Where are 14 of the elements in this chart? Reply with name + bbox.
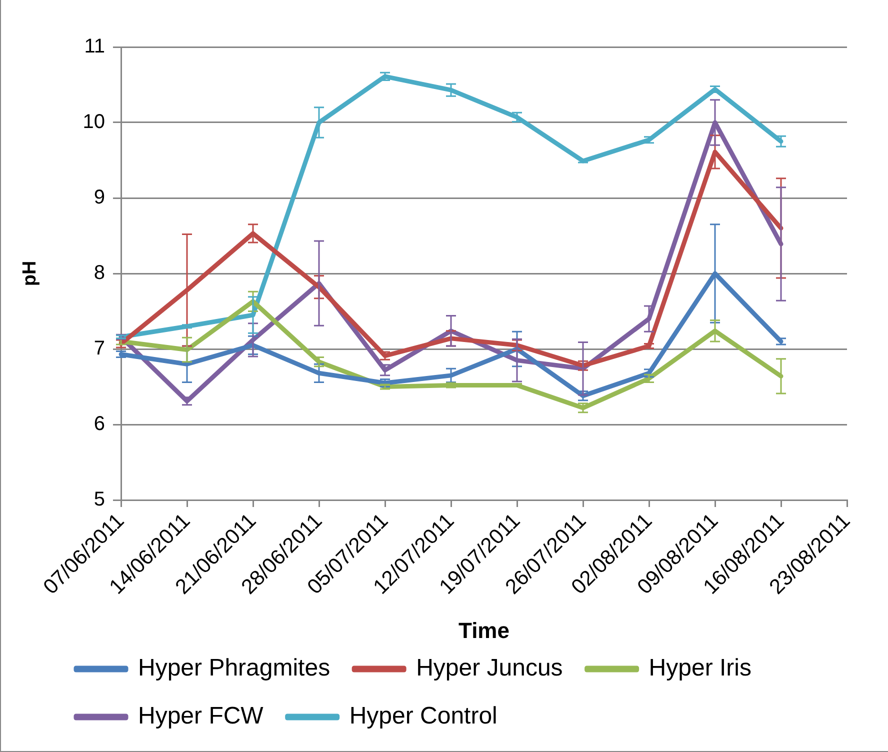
legend-label: Hyper Juncus bbox=[416, 654, 563, 682]
y-axis-title: pH bbox=[20, 260, 41, 286]
legend-label: Hyper Iris bbox=[648, 654, 752, 682]
y-tick-label: 5 bbox=[94, 488, 105, 511]
x-axis-title: Time bbox=[458, 618, 510, 643]
y-tick-label: 10 bbox=[82, 111, 105, 134]
y-tick-label: 8 bbox=[94, 262, 105, 284]
y-tick-label: 7 bbox=[94, 338, 105, 360]
y-tick-label: 6 bbox=[94, 413, 105, 436]
y-tick-label: 9 bbox=[94, 186, 105, 209]
legend-label: Hyper FCW bbox=[138, 702, 264, 730]
legend-label: Hyper Control bbox=[349, 702, 498, 730]
legend-label: Hyper Phragmites bbox=[138, 654, 330, 682]
y-tick-label: 11 bbox=[84, 36, 105, 58]
